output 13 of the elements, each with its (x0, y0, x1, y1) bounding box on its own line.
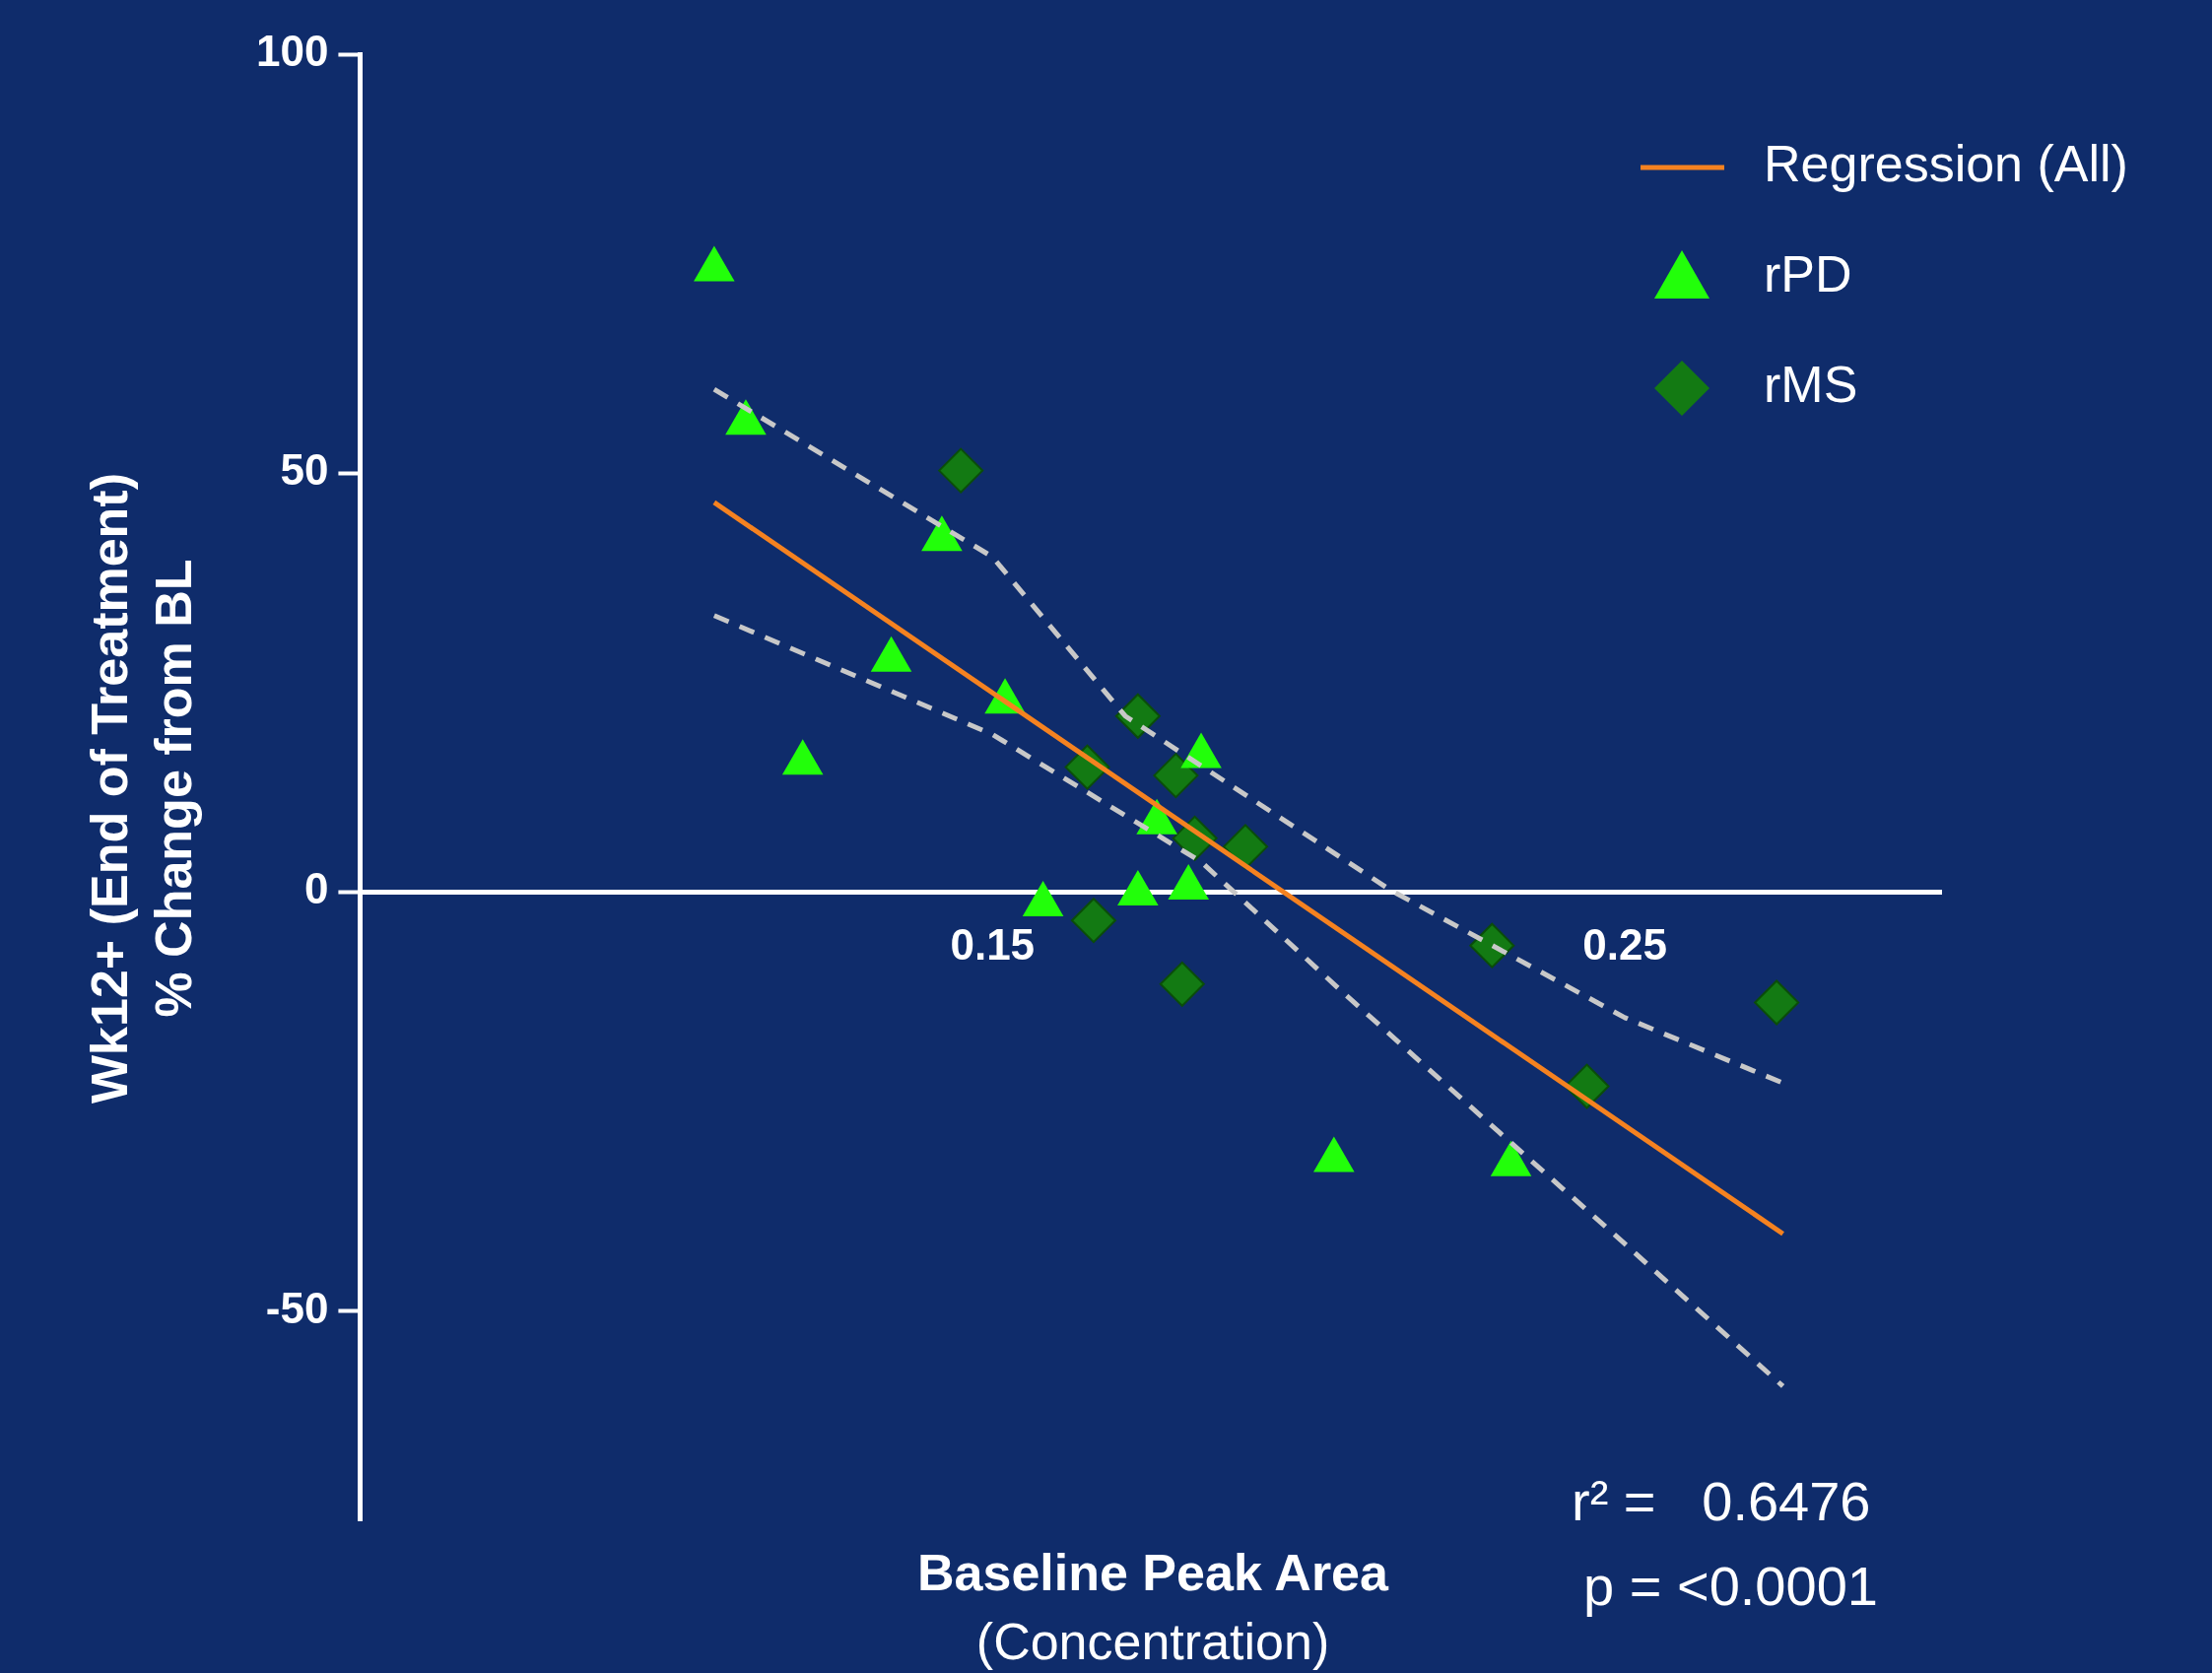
annotation: r² = 0.6476 (1572, 1470, 1871, 1533)
y-tick-label: -50 (265, 1283, 329, 1332)
y-tick-label: 100 (255, 27, 329, 76)
y-tick-label: 50 (280, 445, 329, 495)
x-tick-label: 0.15 (950, 919, 1036, 969)
x-tick-label: 0.25 (1582, 919, 1667, 969)
legend-label: rPD (1764, 245, 1852, 303)
legend-label: rMS (1764, 356, 1858, 414)
legend-label: Regression (All) (1764, 135, 2128, 193)
text: p = <0.0001 (1583, 1555, 1878, 1618)
y-tick-label: 0 (303, 864, 329, 913)
y-axis-title: Wk12+ (End of Treatment) % Change from BL (81, 473, 203, 1104)
x-axis-title: Baseline Peak Area (Concentration) (917, 1544, 1390, 1671)
